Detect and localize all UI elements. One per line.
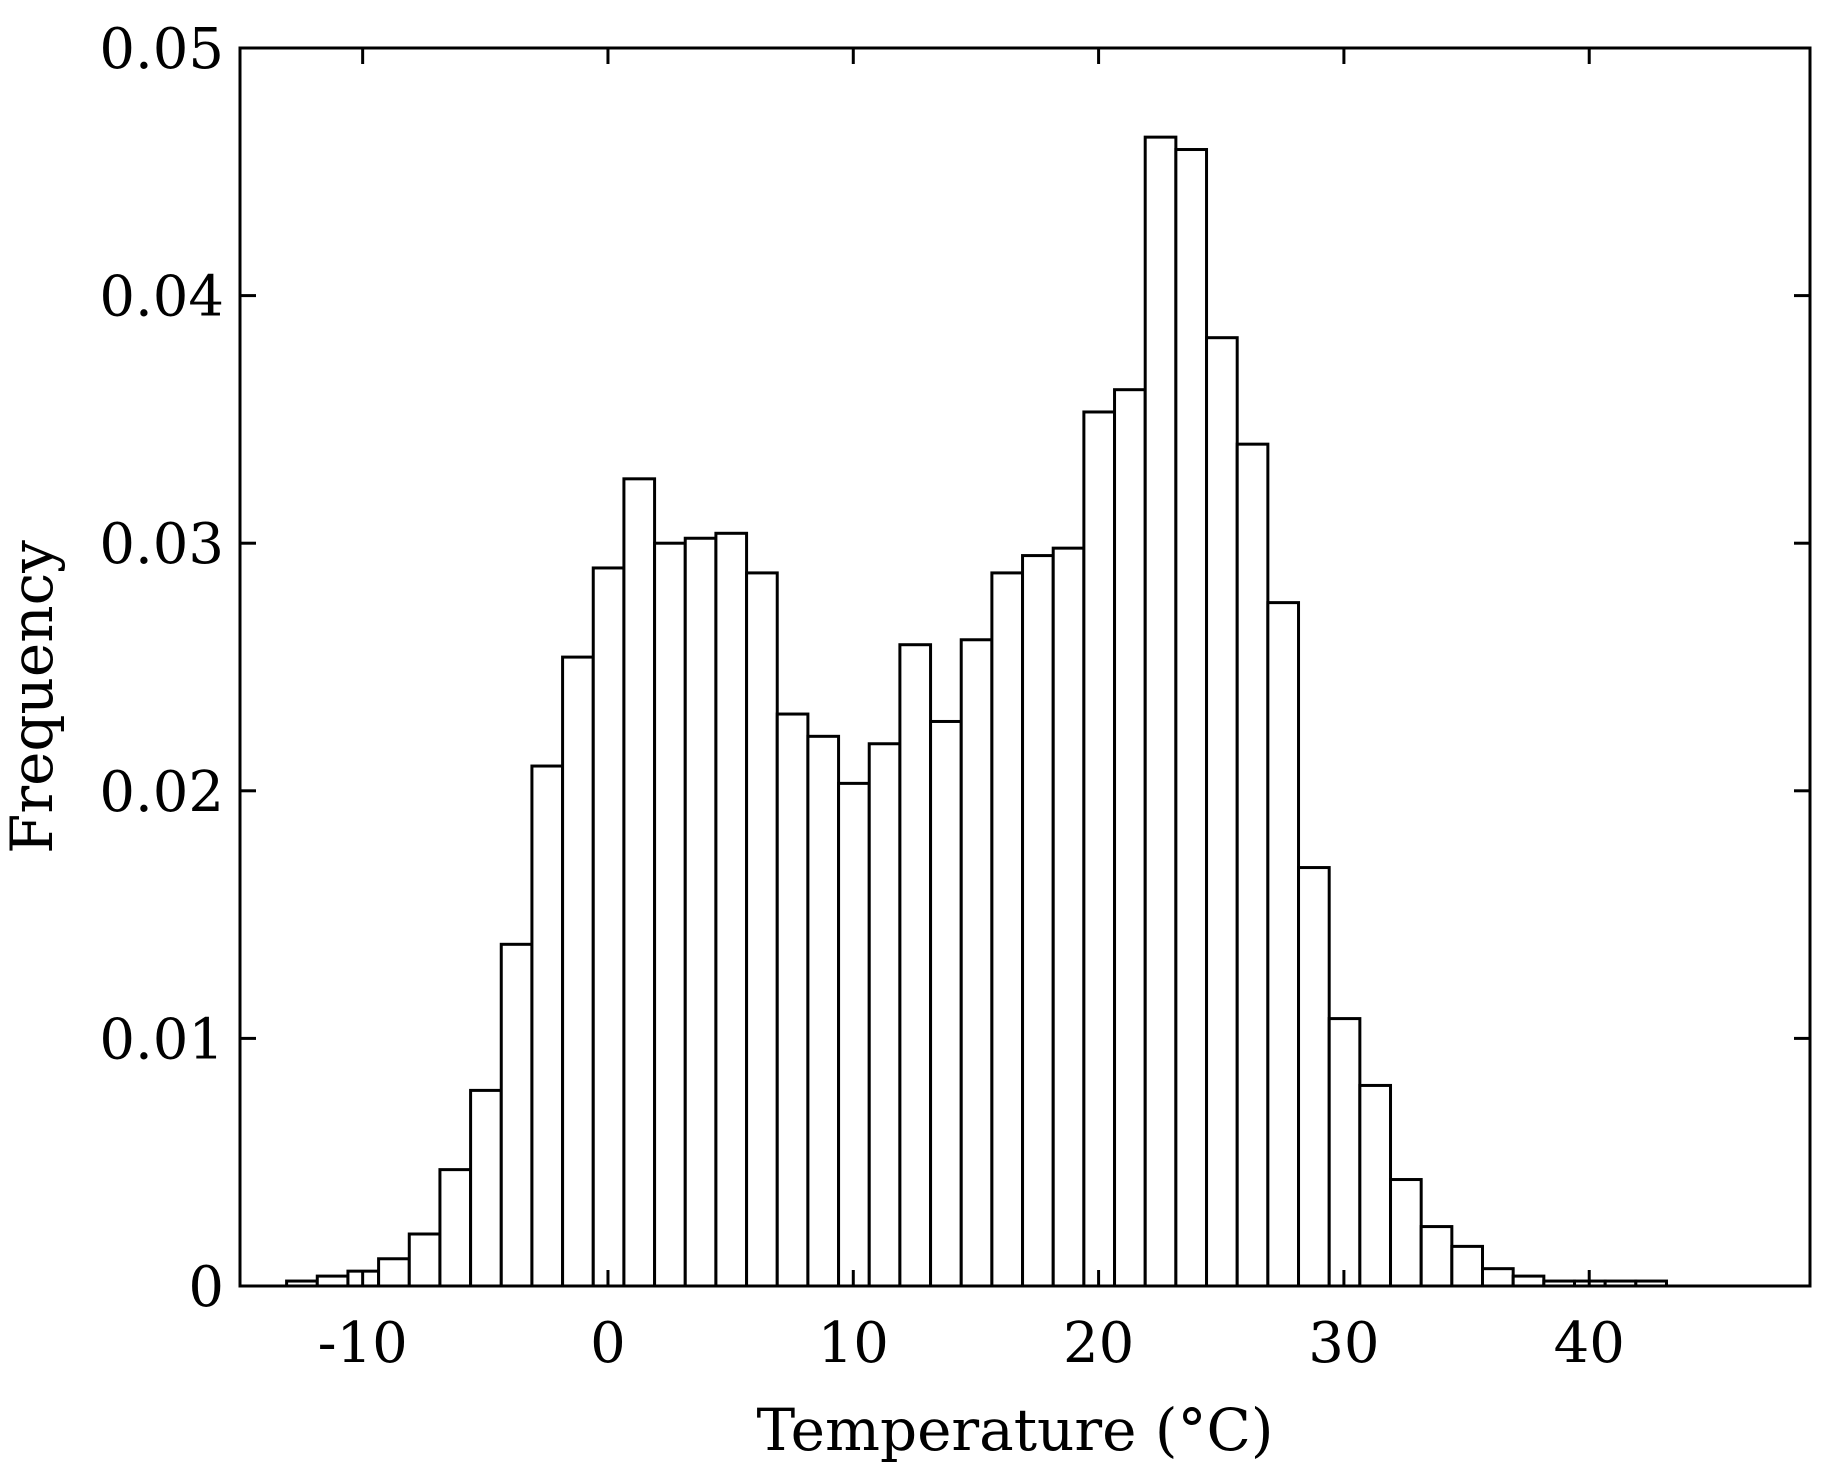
histogram-bars (285, 135, 1668, 1288)
histogram-bar-32 (1266, 601, 1301, 1288)
histogram-bar-20 (898, 643, 933, 1288)
histogram-bar-33 (1297, 866, 1331, 1288)
histogram-bar-9 (561, 655, 595, 1288)
y-tick-label-2: 0.02 (99, 760, 224, 825)
histogram-bar-34 (1327, 1017, 1362, 1288)
histogram-bar-8 (530, 764, 565, 1288)
x-tick-label-5: 40 (1554, 1311, 1625, 1376)
histogram-bar-25 (1051, 546, 1086, 1288)
histogram-bar-6 (469, 1088, 503, 1288)
histogram-bar-38 (1450, 1244, 1485, 1288)
histogram-bar-39 (1481, 1267, 1515, 1288)
histogram-bar-3 (377, 1257, 411, 1288)
plot-frame (238, 46, 1812, 1288)
y-axis-label: Frequency (0, 540, 66, 854)
histogram-bar-16 (775, 712, 810, 1288)
histogram-bar-18 (837, 781, 871, 1288)
histogram-bar-12 (653, 541, 687, 1288)
histogram-bar-4 (407, 1232, 442, 1288)
y-tick-label-3: 0.03 (99, 512, 224, 577)
y-tick-label-5: 0.05 (99, 17, 224, 82)
histogram-bar-21 (929, 719, 963, 1288)
histogram-bar-24 (1021, 554, 1055, 1288)
axis-tick-labels: -10 0 10 20 30 40 0 0.01 0.02 0.03 0.04 0.05 (99, 17, 1625, 1376)
histogram-bar-37 (1419, 1225, 1454, 1288)
histogram-bar-35 (1358, 1083, 1393, 1288)
histogram-bar-27 (1113, 388, 1147, 1288)
histogram-bar-22 (959, 638, 994, 1288)
histogram-bar-23 (990, 571, 1025, 1288)
x-tick-label-2: 10 (818, 1311, 889, 1376)
histogram-bar-13 (683, 536, 718, 1288)
histogram-bar-17 (806, 734, 841, 1288)
x-tick-label-0: -10 (318, 1311, 408, 1376)
histogram-bar-10 (591, 566, 626, 1288)
histogram-bar-14 (714, 531, 749, 1288)
y-tick-label-0: 0 (188, 1255, 224, 1320)
x-tick-label-1: 0 (590, 1311, 626, 1376)
histogram-bar-26 (1082, 410, 1117, 1288)
histogram-bar-5 (438, 1168, 473, 1288)
histogram-bar-11 (622, 477, 657, 1288)
histogram-bar-15 (745, 571, 779, 1288)
histogram-bar-28 (1143, 135, 1178, 1288)
histogram-bar-29 (1174, 148, 1209, 1288)
histogram-bar-19 (867, 742, 902, 1288)
histogram-bar-30 (1205, 336, 1239, 1288)
x-tick-label-3: 20 (1063, 1311, 1134, 1376)
y-tick-label-4: 0.04 (99, 265, 224, 330)
x-tick-label-4: 30 (1308, 1311, 1379, 1376)
x-axis-label: Temperature (°C) (756, 1396, 1273, 1464)
histogram-bar-31 (1235, 442, 1270, 1288)
histogram-bar-36 (1389, 1178, 1423, 1288)
y-tick-label-1: 0.01 (99, 1007, 224, 1072)
histogram-bar-7 (499, 942, 534, 1288)
